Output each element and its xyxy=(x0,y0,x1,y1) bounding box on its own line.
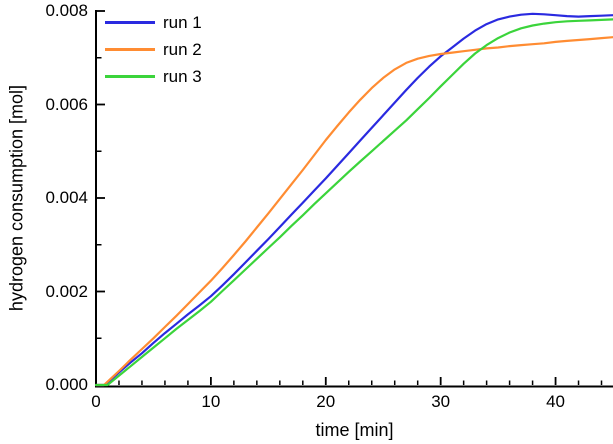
legend-item-run-1: run 1 xyxy=(105,9,202,36)
x-tick-label-20: 20 xyxy=(316,392,336,411)
legend-label-run-3: run 3 xyxy=(163,66,202,86)
series-line-run-3 xyxy=(94,18,613,387)
legend: run 1 run 2 run 3 xyxy=(105,9,202,90)
legend-label-run-2: run 2 xyxy=(163,39,202,59)
x-tick-label-30: 30 xyxy=(431,392,451,411)
x-axis-title: time [min] xyxy=(315,420,394,440)
series-line-run-2 xyxy=(94,36,613,387)
y-tick-label-0.006: 0.006 xyxy=(45,94,88,114)
legend-item-run-2: run 2 xyxy=(105,36,202,63)
run-2-legend-line-icon xyxy=(105,48,155,51)
legend-label-run-1: run 1 xyxy=(163,12,202,32)
legend-item-run-3: run 3 xyxy=(105,63,202,90)
y-axis-title: hydrogen consumption [mol] xyxy=(6,84,27,312)
y-tick-label-0.000: 0.000 xyxy=(45,375,88,394)
run-1-legend-line-icon xyxy=(105,21,155,24)
y-tick-label-0.002: 0.002 xyxy=(45,281,88,301)
y-tick-label-0.008: 0.008 xyxy=(45,1,88,20)
x-tick-label-10: 10 xyxy=(201,392,221,411)
series-line-run-1 xyxy=(94,12,613,387)
run-3-legend-line-icon xyxy=(105,75,155,78)
y-tick-label-0.004: 0.004 xyxy=(45,188,88,207)
x-tick-label-0: 0 xyxy=(91,392,101,411)
x-tick-label-40: 40 xyxy=(546,392,565,411)
